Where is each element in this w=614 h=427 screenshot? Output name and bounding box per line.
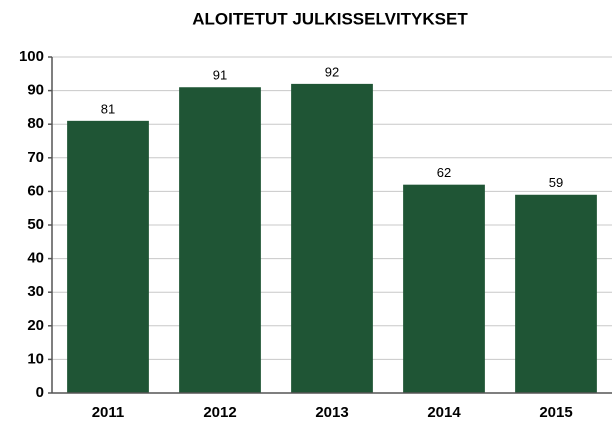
y-tick-label: 0 (36, 384, 44, 401)
bar (179, 87, 261, 394)
y-tick-label: 10 (27, 350, 44, 367)
bar (515, 194, 597, 393)
value-label: 91 (213, 68, 227, 83)
y-tick-label: 30 (27, 283, 44, 300)
y-tick-label: 20 (27, 317, 44, 334)
x-tick-label: 2013 (315, 404, 348, 421)
y-tick-label: 50 (27, 216, 44, 233)
bar (291, 83, 373, 393)
bar (403, 184, 485, 393)
chart-title: ALOITETUT JULKISSELVITYKSET (192, 9, 468, 28)
bar (67, 120, 149, 393)
value-label: 59 (549, 175, 563, 190)
y-tick-label: 100 (19, 48, 44, 65)
x-tick-label: 2011 (92, 404, 125, 421)
x-tick-label: 2015 (539, 404, 572, 421)
y-tick-label: 90 (27, 82, 44, 99)
x-tick-label: 2012 (203, 404, 236, 421)
y-tick-label: 60 (27, 182, 44, 199)
value-label: 62 (437, 165, 451, 180)
y-tick-label: 40 (27, 250, 44, 267)
value-label: 92 (325, 64, 339, 79)
value-label: 81 (101, 101, 115, 116)
y-tick-label: 80 (27, 115, 44, 132)
y-tick-label: 70 (27, 149, 44, 166)
x-tick-label: 2014 (427, 404, 461, 421)
